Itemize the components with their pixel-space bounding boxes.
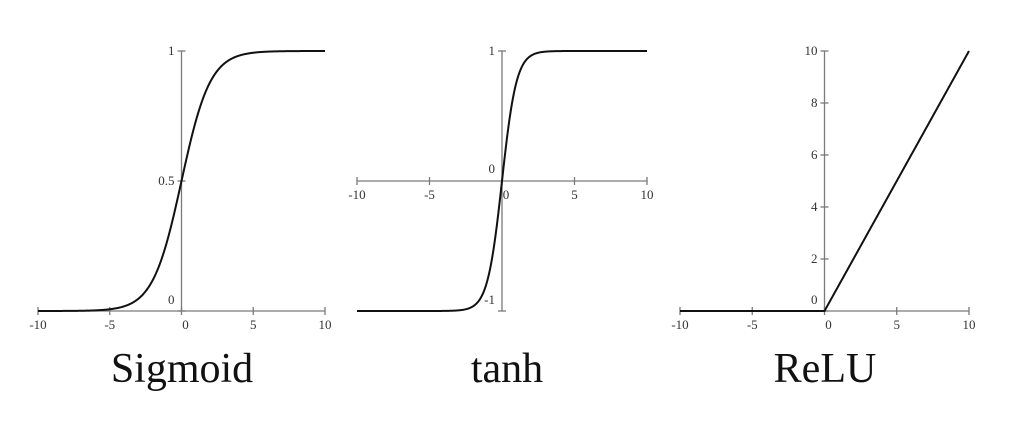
relu-x-tick-label: -10 [671,317,688,332]
tanh-x-tick-label: -10 [348,187,365,202]
relu-title: ReLU [774,346,877,392]
sigmoid-curve [38,50,325,312]
sigmoid-title: Sigmoid [111,346,253,392]
tanh-x-tick-label: -5 [424,187,435,202]
tanh-y-tick-label: -1 [484,292,495,307]
tanh-y-tick-label: 0 [489,161,496,176]
tanh-x-tick-label: 10 [641,187,654,202]
sigmoid-y-tick-label: 0 [168,292,175,307]
relu-x-tick-label: 0 [825,317,832,332]
relu-panel: -10 -5 0 5 10 0 2 4 6 8 10 ReLU [671,43,975,392]
sigmoid-x-tick-label: 5 [250,317,257,332]
sigmoid-x-tick-label: -10 [29,317,46,332]
sigmoid-x-tick-label: 0 [182,317,189,332]
tanh-curve [357,50,647,312]
relu-x-tick-label: -5 [747,317,758,332]
relu-y-tick-label: 4 [811,199,818,214]
tanh-title: tanh [471,346,543,392]
sigmoid-panel: -10 -5 0 5 10 0 0.5 1 Sigmoid [29,43,331,392]
sigmoid-y-tick-label: 1 [168,43,175,58]
relu-x-tick-label: 10 [963,317,976,332]
sigmoid-y-tick-label: 0.5 [158,173,174,188]
tanh-x-tick-label: 5 [571,187,578,202]
relu-y-tick-label: 8 [811,95,818,110]
relu-y-tick-label: 0 [811,292,818,307]
sigmoid-x-tick-label: -5 [104,317,115,332]
tanh-x-tick-label: 0 [503,187,510,202]
relu-y-tick-label: 6 [811,147,818,162]
sigmoid-x-tick-label: 10 [319,317,332,332]
tanh-y-tick-label: 1 [489,43,496,58]
relu-y-tick-label: 2 [811,251,818,266]
relu-x-tick-label: 5 [894,317,901,332]
relu-y-tick-label: 10 [805,43,818,58]
relu-curve [680,50,970,312]
